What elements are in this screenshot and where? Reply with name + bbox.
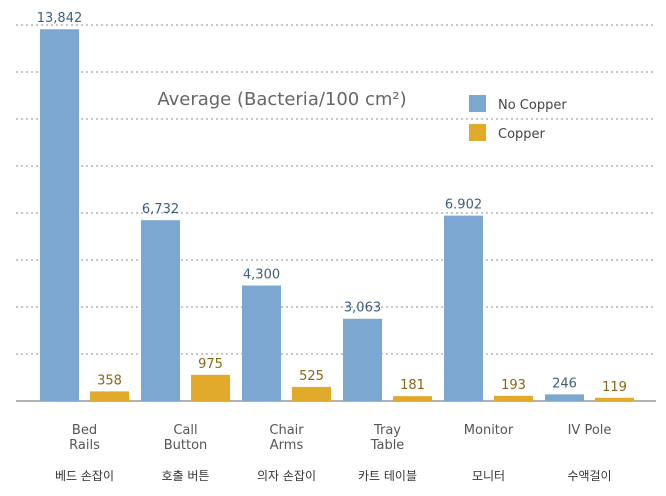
bar-no-copper xyxy=(141,220,180,401)
category-label: Monitor xyxy=(464,423,514,438)
bar-value-label: 13,842 xyxy=(37,11,83,26)
bar-copper xyxy=(292,386,331,401)
category-label-korean: 모니터 xyxy=(472,469,505,483)
legend-label: Copper xyxy=(498,127,546,142)
category-label: Call xyxy=(173,423,197,438)
bar-copper xyxy=(393,396,432,401)
category-label: Button xyxy=(164,438,208,453)
bar-no-copper xyxy=(444,215,483,401)
category-label-korean: 베드 손잡이 xyxy=(55,469,114,483)
bar-copper xyxy=(494,395,533,401)
bars xyxy=(40,29,634,401)
bar-copper xyxy=(191,374,230,401)
chart-title: Average (Bacteria/100 cm²) xyxy=(157,89,406,110)
legend-swatch xyxy=(469,95,486,112)
bar-value-label: 525 xyxy=(299,369,324,384)
legend-swatch xyxy=(469,124,486,141)
category-label: Table xyxy=(370,438,405,453)
category-label: Tray xyxy=(373,423,401,438)
category-label-korean: 카트 테이블 xyxy=(358,469,417,483)
bar-no-copper xyxy=(40,29,79,401)
bar-no-copper xyxy=(242,285,281,401)
bar-copper xyxy=(90,391,129,401)
category-label: Bed xyxy=(72,423,97,438)
legend-label: No Copper xyxy=(498,98,567,113)
category-label: Chair xyxy=(269,423,304,438)
category-label: Arms xyxy=(270,438,304,453)
category-label: Rails xyxy=(69,438,100,453)
category-label: IV Pole xyxy=(568,423,612,438)
bar-value-label: 193 xyxy=(501,378,526,393)
bar-no-copper xyxy=(545,394,584,401)
bar-value-label: 3,063 xyxy=(344,301,381,316)
bar-value-label: 358 xyxy=(97,373,122,388)
bar-value-label: 975 xyxy=(198,357,223,372)
bar-value-label: 246 xyxy=(552,376,577,391)
bar-value-label: 6,732 xyxy=(142,202,179,217)
bar-value-label: 4,300 xyxy=(243,268,280,283)
bar-value-label: 119 xyxy=(602,380,627,395)
bar-value-label: 181 xyxy=(400,378,425,393)
gridlines xyxy=(16,24,656,355)
legend: No Copper Copper xyxy=(469,95,567,142)
bar-copper xyxy=(595,397,634,401)
bar-no-copper xyxy=(343,318,382,401)
category-label-korean: 의자 손잡이 xyxy=(257,469,316,483)
category-label-korean: 수액걸이 xyxy=(567,469,611,483)
category-label-korean: 호출 버튼 xyxy=(162,469,210,483)
value-labels: 13,842 358 6,732 975 4,300 525 3,063 181 6.902 19… xyxy=(37,11,627,395)
bar-value-label: 6.902 xyxy=(445,198,482,213)
